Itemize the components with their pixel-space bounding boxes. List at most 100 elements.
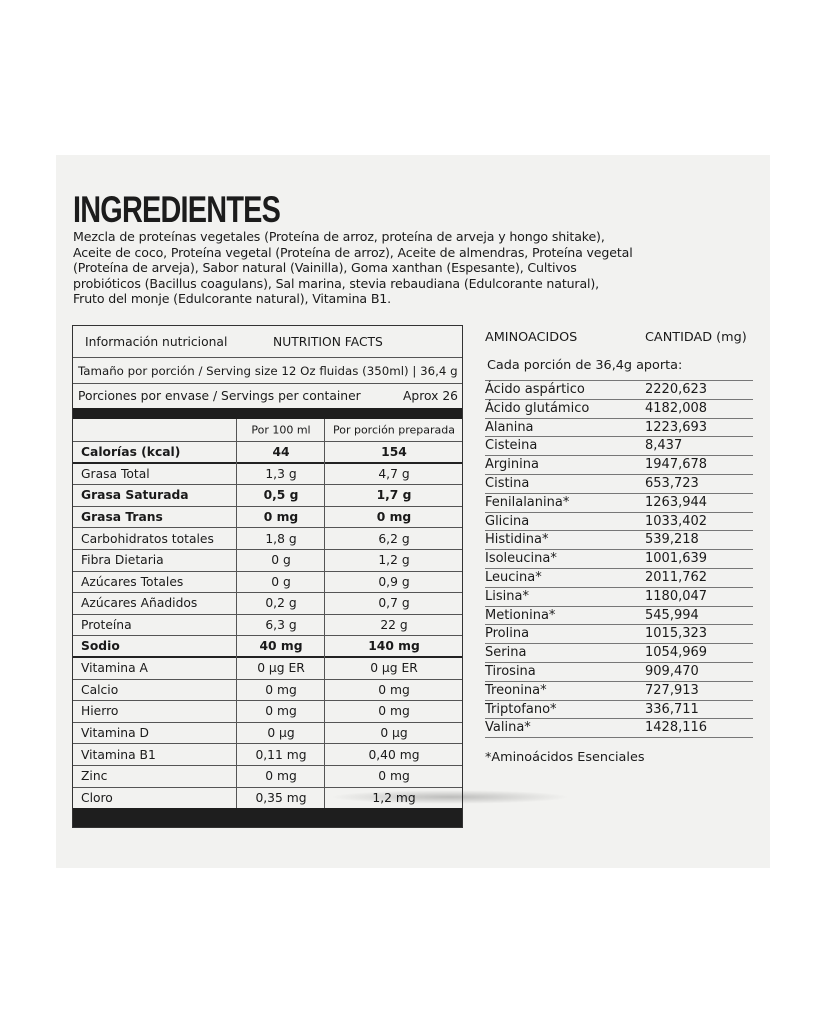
serving-size: Tamaño por porción / Serving size 12 Oz … [78,363,458,378]
amino-col-name: AMINOACIDOS [485,330,578,345]
amino-row: Leucina* 2011,762 [485,568,753,587]
amino-row: Serina 1054,969 [485,643,753,662]
amino-value: 909,470 [645,664,699,679]
divider-bar [73,408,462,419]
amino-name: Glicina [485,513,530,529]
value-per-100ml: 0,5 g [263,488,299,503]
amino-value: 1015,323 [645,626,708,642]
value-per-portion: 1,2 mg [325,791,463,805]
value-per-portion: 0,7 g [378,596,410,611]
value-per-portion: 0 mg [378,769,410,784]
nutrient-name: Azúcares Totales [81,574,184,589]
amino-value: 2011,762 [645,570,708,585]
nutrient-name: Vitamina A [81,661,148,676]
bottom-bar [73,808,462,827]
nutrition-row: Azúcares Totales 0 g 0,9 g [73,572,462,594]
nutrition-row: Calcio 0 mg 0 mg [73,680,462,702]
amino-name: Ácido glutámico [485,400,590,416]
amino-bottom-rule [485,737,753,739]
value-per-portion: 1,2 g [378,553,410,568]
amino-row: Cistina 653,723 [485,474,753,493]
amino-row: Histidina* 539,218 [485,530,753,549]
servings-label: Porciones por envase / Servings per cont… [78,389,361,403]
nutrition-row: Cloro 0,35 mg 1,2 mg [73,788,462,810]
nutrient-name: Cloro [81,791,113,806]
nutrient-name: Calorías (kcal) [81,444,181,459]
value-per-100ml: 0 µg [267,726,295,741]
amino-name: Arginina [485,457,539,473]
amino-value: 1263,944 [645,494,708,510]
value-per-100ml: 1,3 g [265,466,297,481]
amino-name: Valina* [485,720,531,736]
amino-row: Tirosina 909,470 [485,662,753,681]
nutrient-name: Proteína [81,618,132,633]
nutrition-row: Fibra Dietaria 0 g 1,2 g [73,550,462,572]
servings-value: Aprox 26 [403,389,458,403]
nutrient-name: Azúcares Añadidos [81,596,198,611]
value-per-100ml: 1,8 g [265,531,297,546]
value-per-100ml: 0 mg [265,682,297,697]
amino-value: 653,723 [645,476,699,491]
amino-value: 545,994 [645,607,699,623]
amino-value: 2220,623 [645,382,708,397]
amino-row: Ácido glutámico 4182,008 [485,398,753,418]
amino-value: 1428,116 [645,720,708,736]
nutrition-row: Grasa Saturada 0,5 g 1,7 g [73,485,462,507]
column-divider [324,419,326,809]
nutrient-name: Zinc [81,769,108,784]
value-per-100ml: 0 mg [265,769,297,784]
nutrition-row: Vitamina A 0 µg ER 0 µg ER [73,658,462,680]
amino-name: Alanina [485,419,534,435]
nutrition-header: Información nutricional NUTRITION FACTS [73,326,462,358]
amino-row: Lisina* 1180,047 [485,586,753,606]
col-per-100ml: Por 100 ml [251,423,311,437]
value-per-100ml: 0,11 mg [255,747,307,762]
value-per-portion: 4,7 g [378,466,410,481]
nutrition-row: Grasa Total 1,3 g 4,7 g [73,464,462,486]
amino-value: 8,437 [645,438,683,454]
nutrition-row: Carbohidratos totales 1,8 g 6,2 g [73,528,462,550]
amino-row: Ácido aspártico 2220,623 [485,380,753,399]
nutrition-row: Calorías (kcal) 44 154 [73,442,462,464]
amino-row: Metionina* 545,994 [485,605,753,625]
col-per-portion: Por porción preparada [332,423,456,437]
value-per-100ml: 0 g [271,553,291,568]
value-per-portion: 0 mg [378,682,410,697]
amino-name: Cisteina [485,438,538,454]
value-per-100ml: 40 mg [259,639,303,654]
ingredients-text: Mezcla de proteínas vegetales (Proteína … [73,229,633,306]
amino-name: Leucina* [485,570,542,585]
value-per-portion: 22 g [380,618,408,633]
nutrition-row: Zinc 0 mg 0 mg [73,766,462,788]
nutrient-name: Hierro [81,704,119,719]
nutrition-facts-table: Información nutricional NUTRITION FACTS … [72,325,463,828]
amino-value: 1947,678 [645,457,708,473]
nutrient-name: Grasa Total [81,466,150,481]
amino-name: Ácido aspártico [485,382,585,397]
nutrient-name: Sodio [81,639,120,654]
value-per-portion: 0 µg [380,726,408,741]
amino-name: Histidina* [485,532,549,548]
serving-size-row: Tamaño por porción / Serving size 12 Oz … [73,358,462,384]
value-per-portion: 0,9 g [378,574,410,589]
value-per-portion: 6,2 g [378,531,410,546]
nutrition-row: Proteína 6,3 g 22 g [73,615,462,637]
amino-row: Glicina 1033,402 [485,511,753,531]
nutrition-row: Hierro 0 mg 0 mg [73,701,462,723]
amino-name: Tirosina [485,664,536,679]
amino-name: Isoleucina* [485,551,557,567]
column-divider [236,419,238,809]
amino-name: Prolina [485,626,530,642]
nutrition-row: Vitamina D 0 µg 0 µg [73,723,462,745]
value-per-portion: 0,40 mg [368,747,420,762]
amino-value: 1223,693 [645,419,708,435]
amino-row: Alanina 1223,693 [485,417,753,437]
amino-col-amount: CANTIDAD (mg) [645,330,747,345]
amino-name: Triptofano* [485,701,557,717]
amino-value: 4182,008 [645,400,708,416]
header-en: NUTRITION FACTS [273,334,383,349]
value-per-portion: 154 [381,444,407,459]
amino-value: 539,218 [645,532,699,548]
value-per-portion: 140 mg [368,639,420,654]
nutrient-name: Carbohidratos totales [81,531,214,546]
